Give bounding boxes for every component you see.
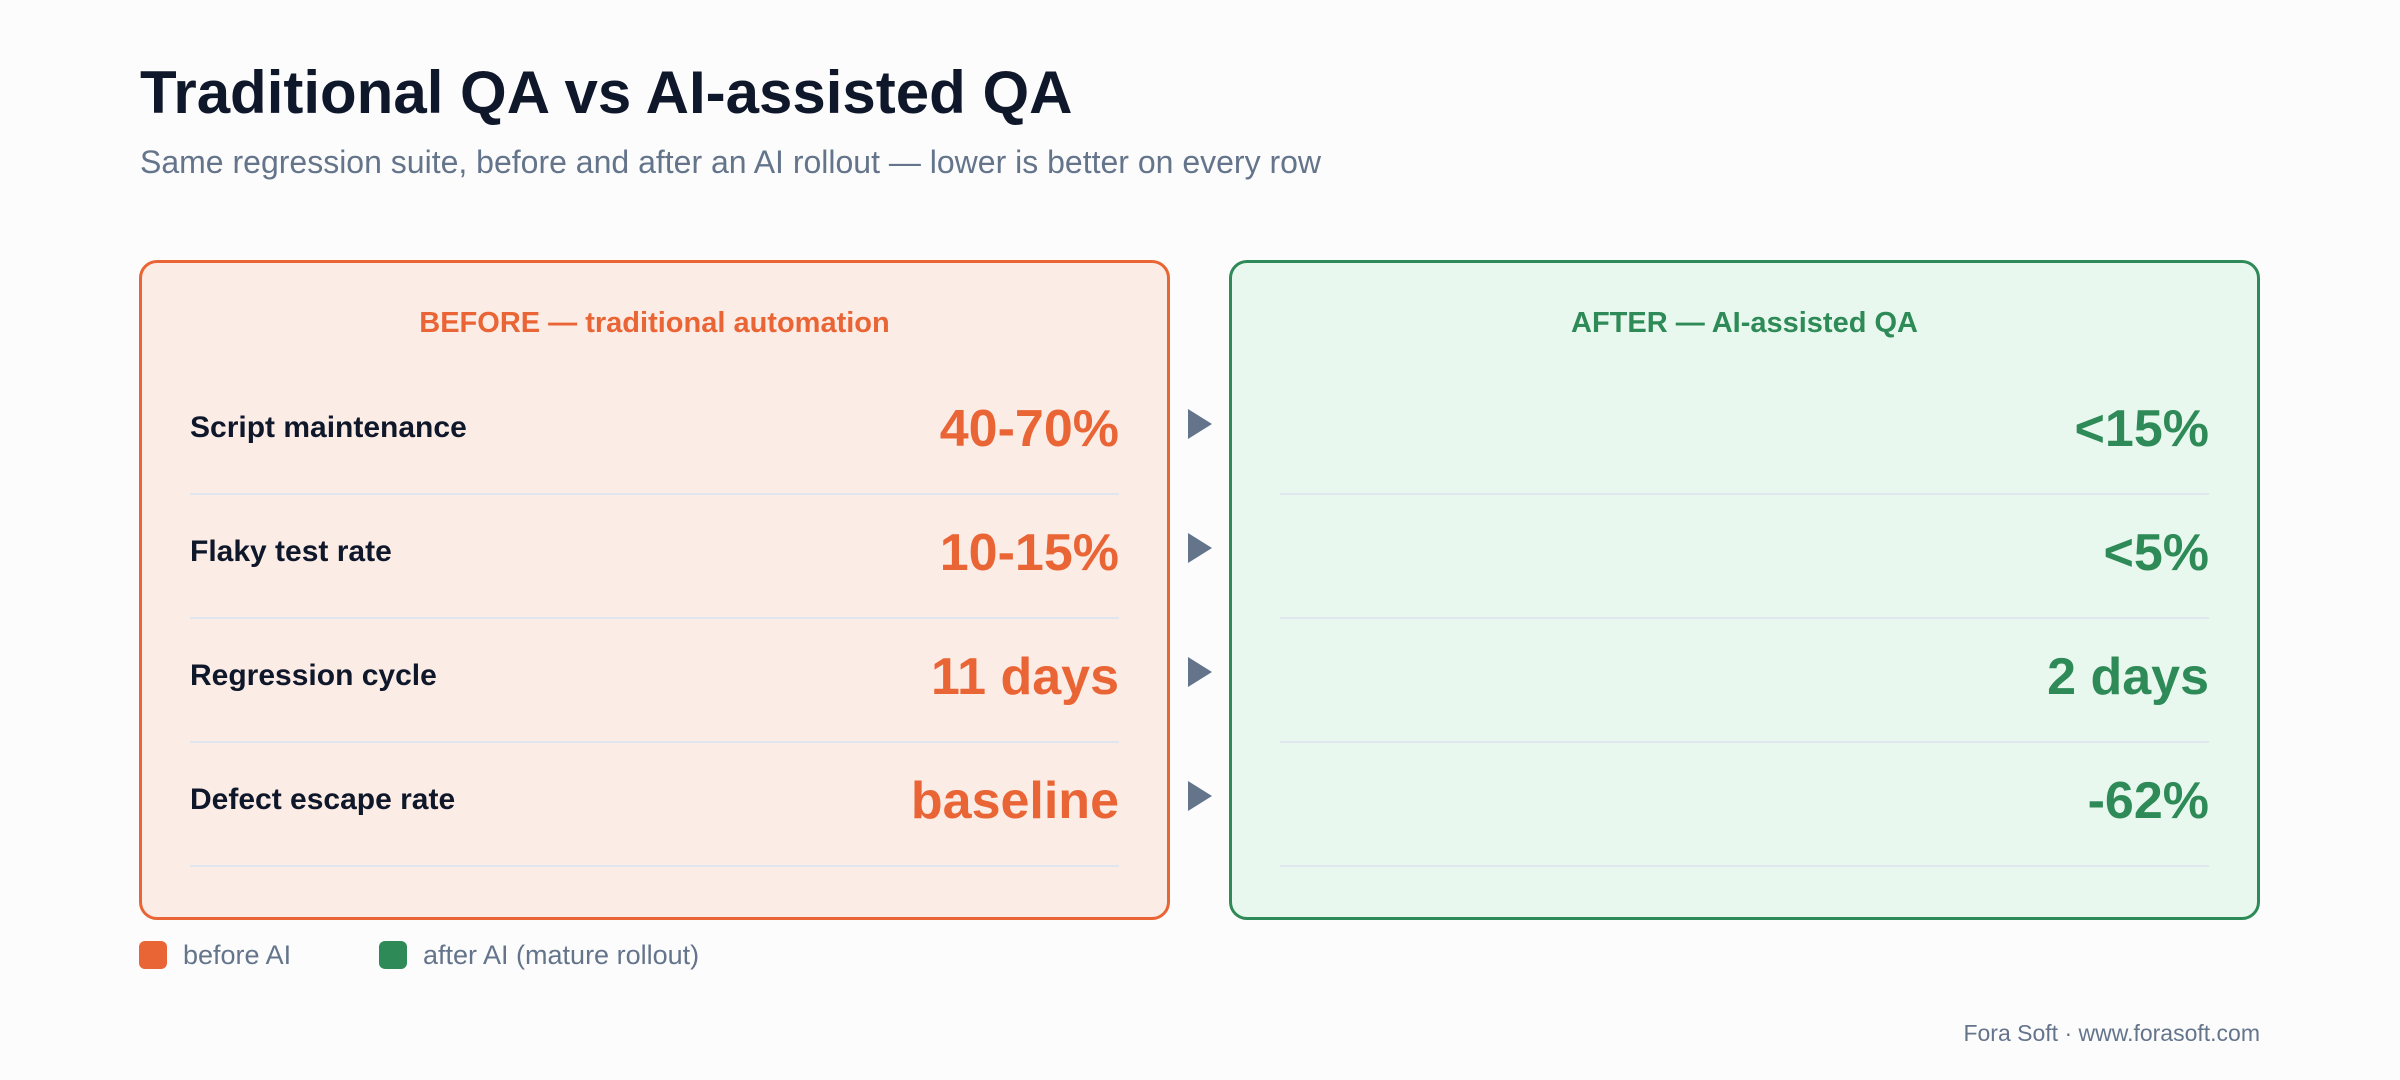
legend-swatch-after [379,941,407,969]
row-label: Defect escape rate [190,783,456,816]
after-value: 2 days [2047,648,2209,706]
after-row-flaky-test-rate: <5% [1280,495,2209,619]
after-row-defect-escape-rate: -62% [1280,743,2209,867]
after-heading: AFTER — AI-assisted QA [1571,307,1918,339]
footer-credit: Fora Soft · www.forasoft.com [1963,1020,2260,1046]
before-value: baseline [910,772,1119,830]
before-row-flaky-test-rate: Flaky test rate 10-15% [190,495,1119,619]
before-heading: BEFORE — traditional automation [419,307,890,339]
after-value: <15% [2074,400,2209,458]
row-label: Regression cycle [190,659,437,692]
before-value: 11 days [931,648,1119,706]
after-panel: AFTER — AI-assisted QA <15% <5% 2 days -… [1229,260,2260,920]
before-value: 10-15% [939,524,1119,582]
triangle-right-icon [1188,781,1212,811]
before-value: 40-70% [939,400,1119,458]
legend-swatch-before [139,941,167,969]
before-row-defect-escape-rate: Defect escape rate baseline [190,743,1119,867]
triangle-right-icon [1188,409,1212,439]
after-value: -62% [2087,772,2209,830]
page-title: Traditional QA vs AI-assisted QA [140,59,1073,126]
legend-item-after: after AI (mature rollout) [379,940,699,970]
row-label: Script maintenance [190,411,467,444]
before-row-regression-cycle: Regression cycle 11 days [190,619,1119,743]
legend-item-before: before AI [139,940,291,970]
legend-label-before: before AI [183,939,292,970]
after-value: <5% [2103,524,2209,582]
row-label: Flaky test rate [190,535,392,568]
triangle-right-icon [1188,533,1212,563]
before-row-script-maintenance: Script maintenance 40-70% [190,371,1119,495]
before-panel: BEFORE — traditional automation Script m… [139,260,1170,920]
page-subtitle: Same regression suite, before and after … [140,144,1322,180]
after-row-script-maintenance: <15% [1280,371,2209,495]
legend-label-after: after AI (mature rollout) [423,939,700,970]
after-row-regression-cycle: 2 days [1280,619,2209,743]
triangle-right-icon [1188,657,1212,687]
